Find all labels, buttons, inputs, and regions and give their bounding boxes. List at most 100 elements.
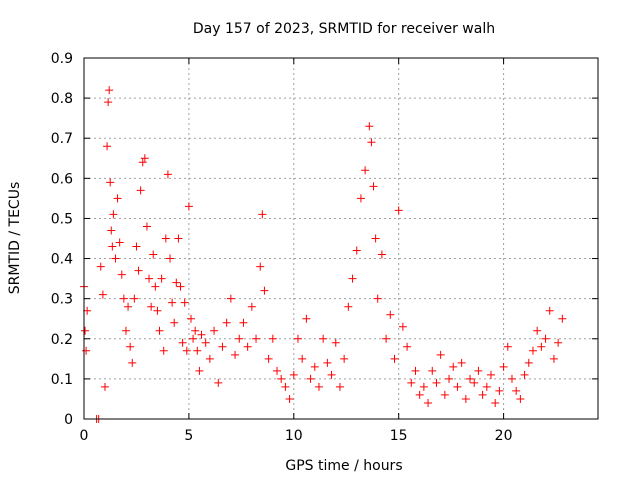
data-point (549, 354, 558, 363)
data-point (159, 346, 168, 355)
y-tick-label: 0.8 (51, 91, 73, 107)
data-point (356, 194, 365, 203)
data-point (180, 298, 189, 307)
x-tick-label: 15 (390, 428, 408, 444)
data-point (134, 266, 143, 275)
data-point (161, 234, 170, 243)
data-point (293, 334, 302, 343)
data-point (113, 194, 122, 203)
data-point (231, 350, 240, 359)
data-point (252, 334, 261, 343)
data-point (314, 382, 323, 391)
data-point (193, 346, 202, 355)
data-point (226, 294, 235, 303)
data-point (121, 326, 130, 335)
data-point (126, 342, 135, 351)
data-point (432, 378, 441, 387)
data-point (168, 298, 177, 307)
data-point (285, 394, 294, 403)
data-point (331, 338, 340, 347)
data-point (533, 326, 542, 335)
data-point (174, 234, 183, 243)
data-point (268, 334, 277, 343)
data-point (128, 358, 137, 367)
data-point (411, 366, 420, 375)
data-point (109, 210, 118, 219)
data-point (373, 294, 382, 303)
data-point (106, 178, 115, 187)
data-point (365, 122, 374, 131)
data-point (247, 302, 256, 311)
data-point (195, 366, 204, 375)
data-point (386, 310, 395, 319)
x-tick-label: 0 (80, 428, 89, 444)
data-point (136, 186, 145, 195)
data-point (214, 378, 223, 387)
x-tick-label: 10 (285, 428, 303, 444)
data-point (104, 98, 113, 107)
data-point (470, 378, 479, 387)
x-axis-label: GPS time / hours (285, 458, 402, 474)
data-point (503, 342, 512, 351)
data-point (170, 318, 179, 327)
data-point (289, 370, 298, 379)
data-point (367, 138, 376, 147)
data-point (327, 370, 336, 379)
data-point (344, 302, 353, 311)
data-point (537, 342, 546, 351)
data-point (130, 294, 139, 303)
data-point (205, 354, 214, 363)
data-point (302, 314, 311, 323)
x-tick-label: 5 (184, 428, 193, 444)
data-point (210, 326, 219, 335)
data-point (306, 374, 315, 383)
data-point (335, 382, 344, 391)
data-point (119, 294, 128, 303)
y-tick-label: 0.4 (51, 252, 73, 268)
data-point (163, 170, 172, 179)
y-tick-label: 0.7 (51, 131, 73, 147)
data-point (96, 262, 105, 271)
data-point (528, 346, 537, 355)
data-point (449, 362, 458, 371)
data-point (98, 290, 107, 299)
data-point (352, 246, 361, 255)
data-point (151, 282, 160, 291)
data-point (239, 318, 248, 327)
data-point (403, 342, 412, 351)
data-point (348, 274, 357, 283)
data-point (149, 250, 158, 259)
data-point (155, 326, 164, 335)
data-point (310, 362, 319, 371)
data-point (140, 154, 149, 163)
data-point (103, 142, 112, 151)
data-point (340, 354, 349, 363)
data-point (117, 270, 126, 279)
data-point (491, 398, 500, 407)
data-point (107, 226, 116, 235)
data-point (222, 318, 231, 327)
data-point (235, 334, 244, 343)
data-point (277, 374, 286, 383)
data-point (256, 262, 265, 271)
data-point (495, 386, 504, 395)
data-point (461, 394, 470, 403)
data-point (390, 354, 399, 363)
data-point (323, 358, 332, 367)
data-point (111, 254, 120, 263)
data-point (166, 254, 175, 263)
data-point (554, 338, 563, 347)
data-point (157, 274, 166, 283)
data-point (191, 326, 200, 335)
data-point (415, 390, 424, 399)
data-point (260, 286, 269, 295)
data-point (398, 322, 407, 331)
data-point (371, 234, 380, 243)
data-point (298, 354, 307, 363)
data-point (545, 306, 554, 315)
axis-ticks (83, 57, 598, 420)
data-point (524, 358, 533, 367)
data-point (520, 370, 529, 379)
x-tick-label: 20 (495, 428, 513, 444)
